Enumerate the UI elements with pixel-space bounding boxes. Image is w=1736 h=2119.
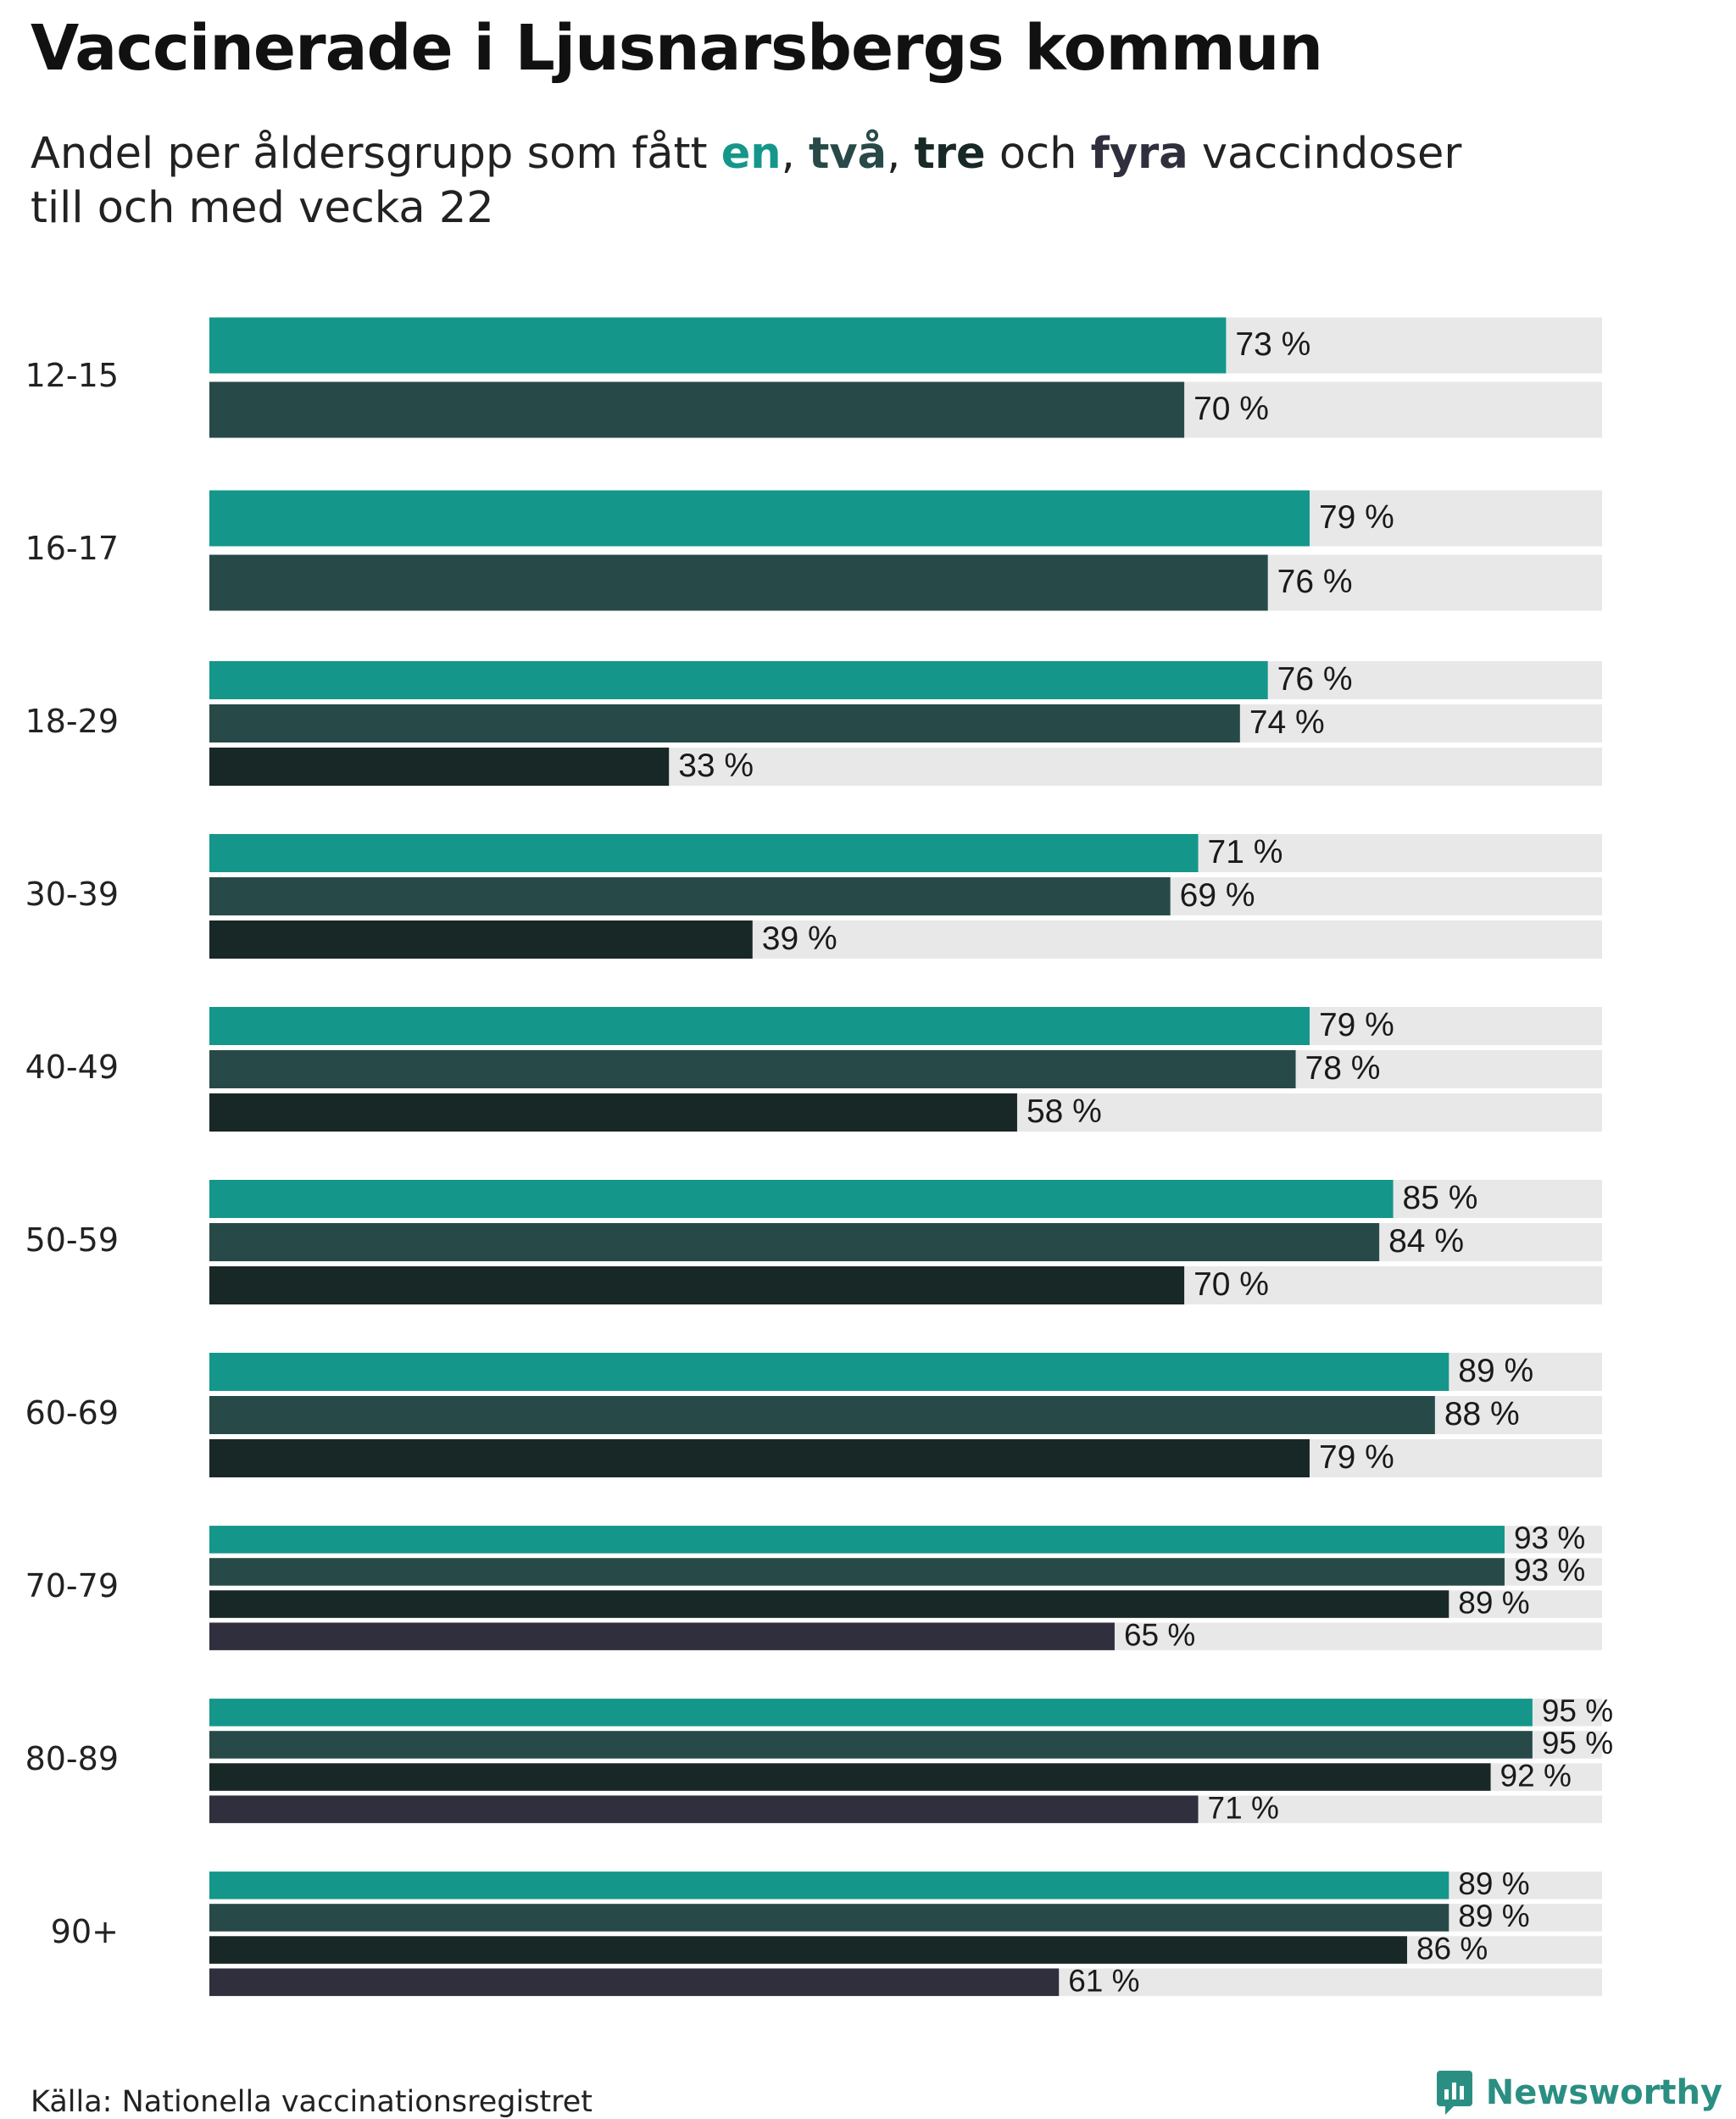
value-label: 76 % (1277, 564, 1353, 600)
value-label: 89 % (1458, 1585, 1529, 1620)
bar-en (209, 1872, 1449, 1899)
bar-tre (209, 1093, 1017, 1132)
bar-två (209, 1223, 1380, 1261)
category-label: 40-49 (25, 1048, 119, 1086)
bar-fyra (209, 1968, 1060, 1996)
value-label: 93 % (1514, 1553, 1585, 1588)
bar-två (209, 1050, 1296, 1088)
value-label: 89 % (1458, 1866, 1529, 1901)
value-label: 71 % (1208, 1790, 1279, 1825)
subtitle-prefix: Andel per åldersgrupp som fått (31, 129, 721, 179)
category-label: 90+ (51, 1913, 119, 1950)
bar-två (209, 381, 1185, 438)
bar-tre (209, 1936, 1407, 1964)
value-label: 70 % (1194, 391, 1269, 427)
value-label: 61 % (1068, 1963, 1139, 1998)
subtitle-suffix: vaccindoser (1188, 129, 1462, 179)
value-label: 65 % (1124, 1617, 1195, 1652)
bar-en (209, 1180, 1394, 1218)
value-label: 78 % (1305, 1050, 1381, 1087)
value-label: 89 % (1458, 1899, 1529, 1933)
value-label: 84 % (1388, 1223, 1464, 1260)
bar-tre (209, 1439, 1310, 1477)
chart-subtitle: Andel per åldersgrupp som fått en, två, … (31, 127, 1461, 236)
bar-två (209, 1731, 1533, 1759)
bar-en (209, 661, 1268, 699)
bar-en (209, 1526, 1505, 1554)
bar-tre (209, 1266, 1185, 1304)
category-label: 50-59 (25, 1221, 119, 1259)
value-label: 74 % (1249, 704, 1325, 741)
value-label: 79 % (1319, 1007, 1394, 1043)
value-label: 79 % (1319, 499, 1394, 536)
bar-två (209, 554, 1268, 611)
bar-en (209, 1007, 1310, 1045)
subtitle-dose-fyra: fyra (1090, 129, 1188, 179)
bar-chart: 12-15 73 % 70 % 16-17 79 % 76 % 18-29 76 % 74 % 3… (25, 317, 1613, 1998)
category-label: 16-17 (25, 530, 119, 567)
brand-logo: Newsworthy (1435, 2069, 1722, 2116)
bar-en (209, 1353, 1449, 1391)
value-label: 89 % (1458, 1353, 1533, 1389)
subtitle-dose-tva: två (809, 129, 887, 179)
bar-fyra (209, 1795, 1199, 1823)
value-label: 39 % (762, 920, 837, 957)
bar-två (209, 877, 1171, 915)
category-label: 30-39 (25, 876, 119, 913)
value-label: 95 % (1542, 1726, 1613, 1760)
bar-tre (209, 748, 670, 786)
category-label: 18-29 (25, 703, 119, 740)
bar-tre (209, 920, 753, 959)
value-label: 93 % (1514, 1521, 1585, 1555)
subtitle-dose-tre: tre (914, 129, 986, 179)
bar-en (209, 1699, 1533, 1727)
brand-name: Newsworthy (1485, 2073, 1722, 2112)
value-label: 86 % (1416, 1931, 1488, 1966)
value-label: 95 % (1542, 1694, 1613, 1728)
value-label: 85 % (1403, 1180, 1478, 1216)
subtitle-line-2: till och med vecka 22 (31, 183, 494, 233)
subtitle-sep-1: , (781, 129, 810, 179)
value-label: 79 % (1319, 1439, 1394, 1476)
bar-två (209, 704, 1240, 742)
value-label: 69 % (1180, 877, 1255, 914)
value-label: 71 % (1208, 834, 1283, 870)
value-label: 70 % (1194, 1266, 1269, 1303)
category-label: 70-79 (25, 1567, 119, 1605)
value-label: 73 % (1235, 326, 1310, 363)
bar-en (209, 834, 1199, 872)
value-label: 76 % (1277, 661, 1353, 698)
category-label: 80-89 (25, 1740, 119, 1777)
bar-en (209, 317, 1227, 374)
source-note: Källa: Nationella vaccinationsregistret (31, 2085, 593, 2119)
bar-tre (209, 1763, 1491, 1791)
value-label: 88 % (1444, 1396, 1520, 1432)
category-label: 12-15 (25, 357, 119, 394)
subtitle-sep-2: , (887, 129, 915, 179)
subtitle-dose-en: en (721, 129, 782, 179)
bar-en (209, 490, 1310, 547)
value-label: 33 % (678, 748, 754, 784)
subtitle-mid: och (985, 129, 1091, 179)
bar-fyra (209, 1622, 1115, 1650)
category-label: 60-69 (25, 1394, 119, 1432)
value-label: 92 % (1500, 1758, 1572, 1793)
bar-två (209, 1904, 1449, 1932)
value-label: 58 % (1027, 1093, 1102, 1130)
bar-två (209, 1558, 1505, 1586)
chart-title: Vaccinerade i Ljusnarsbergs kommun (31, 12, 1323, 85)
bar-två (209, 1396, 1435, 1434)
newsworthy-logo-icon (1436, 2071, 1472, 2115)
bar-tre (209, 1590, 1449, 1618)
